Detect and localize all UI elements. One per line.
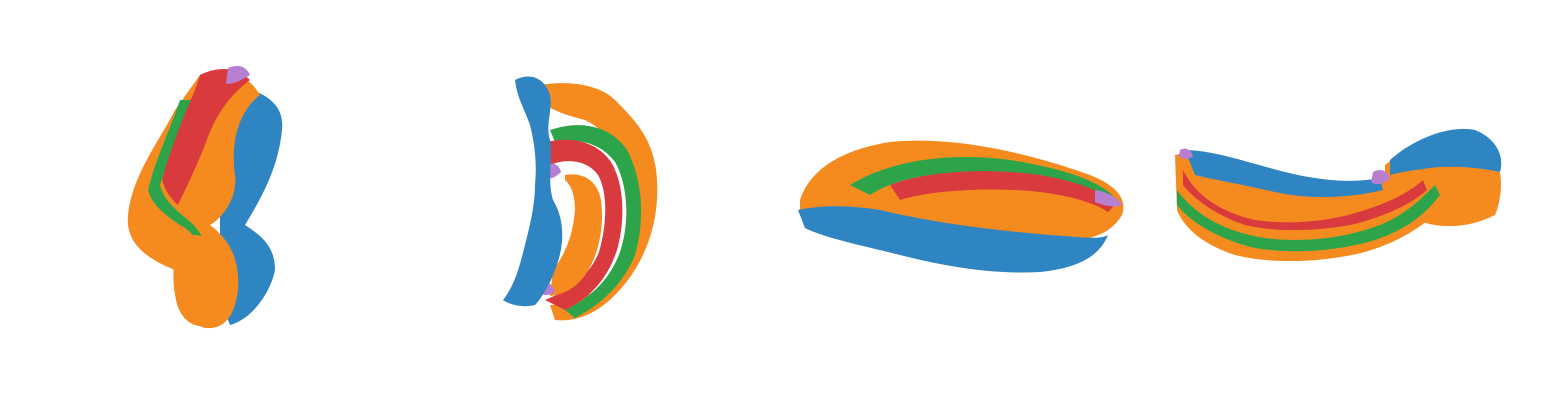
region-red: [545, 139, 623, 310]
region-blue: [798, 206, 1108, 273]
surface-render-1: [127, 66, 283, 329]
region-red: [162, 68, 250, 205]
region-orange-inner: [550, 174, 603, 296]
region-purple: [1371, 170, 1390, 185]
region-blue: [503, 76, 563, 307]
region-red: [890, 171, 1115, 212]
region-green: [850, 157, 1115, 202]
region-orange-inner: [910, 198, 1110, 231]
surface-render-3: [798, 140, 1124, 273]
region-orange-lobe: [173, 235, 222, 327]
region-blue: [1185, 150, 1383, 198]
surface-view-2: [495, 0, 675, 407]
region-red: [1183, 170, 1427, 231]
surface-view-3: [790, 0, 1135, 407]
surface-render-2: [503, 76, 658, 321]
region-purple: [226, 66, 250, 84]
region-purple: [1095, 190, 1122, 207]
region-orange: [127, 70, 260, 329]
region-green: [550, 125, 642, 319]
region-purple-2: [1179, 148, 1193, 159]
surface-view-4: [1165, 0, 1510, 407]
surface-view-1: [110, 0, 300, 407]
surface-render-4: [1175, 128, 1502, 262]
region-blue-right: [1390, 128, 1502, 175]
region-green: [1177, 185, 1440, 252]
